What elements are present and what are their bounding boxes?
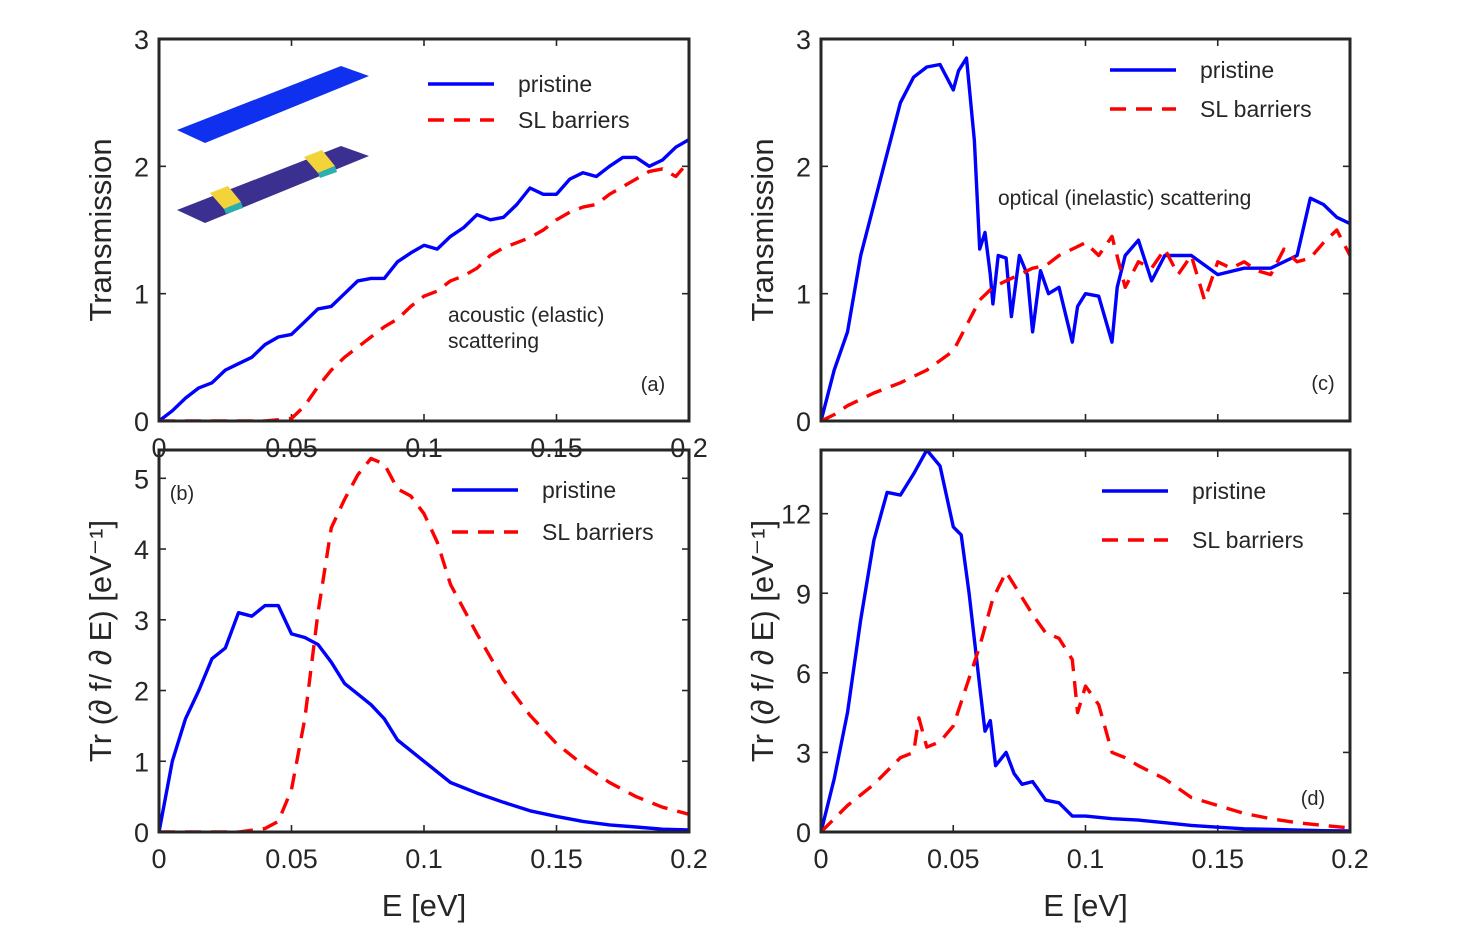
y-tick-label: 0 bbox=[796, 818, 811, 848]
legend-label: pristine bbox=[542, 477, 616, 503]
x-tick-label: 0.05 bbox=[265, 433, 318, 463]
legend: pristine SL barriers bbox=[1102, 478, 1304, 553]
y-axis-label: Tr (∂ f/ ∂ E) [eV⁻¹] bbox=[83, 520, 118, 762]
legend-label: pristine bbox=[1192, 478, 1266, 504]
panel-label: (a) bbox=[641, 374, 665, 396]
x-axis-label: E [eV] bbox=[1043, 888, 1127, 923]
x-tick-label: 0 bbox=[813, 844, 828, 874]
axes-frame bbox=[157, 37, 691, 423]
series-pristine bbox=[821, 56, 1350, 421]
panel-label: (d) bbox=[1301, 788, 1325, 810]
y-tick-label: 2 bbox=[134, 677, 149, 707]
barrier-ribbon bbox=[177, 146, 369, 223]
legend-label: SL barriers bbox=[1200, 96, 1312, 122]
y-axis-label: Transmission bbox=[83, 138, 118, 321]
axes-frame bbox=[157, 448, 691, 834]
x-axis-label: E [eV] bbox=[382, 888, 466, 923]
x-tick-label: 0.05 bbox=[927, 844, 980, 874]
panel-label: (c) bbox=[1311, 373, 1334, 395]
y-tick-label: 1 bbox=[796, 280, 811, 310]
axes-frame bbox=[819, 448, 1352, 834]
y-axis-label: Tr (∂ f/ ∂ E) [eV⁻¹] bbox=[745, 520, 780, 762]
x-tick-label: 0.15 bbox=[530, 433, 583, 463]
legend-label: SL barriers bbox=[518, 107, 630, 133]
annotation: scattering bbox=[448, 330, 539, 353]
x-tick-label: 0.15 bbox=[1191, 844, 1244, 874]
y-tick-label: 6 bbox=[796, 659, 811, 689]
series-pristine bbox=[821, 450, 1350, 832]
legend-label: SL barriers bbox=[542, 519, 654, 545]
legend: pristine SL barriers bbox=[452, 477, 654, 545]
barrier-block-side bbox=[318, 166, 337, 178]
panel-d: 0 0.05 0.1 0.15 0.2 0 3 6 9 12 pristine SL barriers… bbox=[745, 448, 1369, 923]
legend: pristine SL barriers bbox=[428, 71, 630, 133]
x-tick-label: 0.2 bbox=[1331, 844, 1369, 874]
legend: pristine SL barriers bbox=[1110, 57, 1312, 122]
barrier-block bbox=[210, 186, 241, 209]
x-tick-label: 0.05 bbox=[265, 844, 318, 874]
legend-label: SL barriers bbox=[1192, 527, 1304, 553]
y-tick-label: 12 bbox=[781, 500, 811, 530]
y-tick-label: 5 bbox=[134, 464, 149, 494]
annotation: optical (inelastic) scattering bbox=[998, 187, 1251, 210]
y-tick-label: 2 bbox=[796, 152, 811, 182]
series-pristine bbox=[159, 603, 689, 832]
panel-c: 0 1 2 3 pristine SL barriers (c) optical (inela… bbox=[745, 25, 1352, 437]
x-tick-label: 0.1 bbox=[405, 433, 443, 463]
series-sl-barriers bbox=[821, 228, 1350, 421]
barrier-block bbox=[304, 150, 335, 173]
x-tick-label: 0.2 bbox=[670, 844, 708, 874]
pristine-ribbon bbox=[177, 66, 369, 143]
y-tick-label: 4 bbox=[134, 535, 149, 565]
series-sl-barriers bbox=[159, 160, 689, 421]
y-tick-label: 0 bbox=[134, 407, 149, 437]
device-schematic-inset bbox=[177, 66, 369, 223]
y-tick-label: 3 bbox=[134, 606, 149, 636]
barrier-block-side bbox=[224, 202, 243, 214]
legend-label: pristine bbox=[1200, 57, 1274, 83]
panel-label: (b) bbox=[170, 483, 194, 505]
y-tick-label: 0 bbox=[134, 818, 149, 848]
axes-frame bbox=[819, 37, 1352, 423]
x-tick-label: 0.15 bbox=[530, 844, 583, 874]
x-tick-label: 0.1 bbox=[1067, 844, 1105, 874]
y-tick-label: 9 bbox=[796, 579, 811, 609]
y-tick-label: 3 bbox=[796, 738, 811, 768]
y-tick-label: 1 bbox=[134, 280, 149, 310]
x-tick-label: 0 bbox=[151, 433, 166, 463]
y-axis-label: Transmission bbox=[745, 138, 780, 321]
y-tick-label: 2 bbox=[134, 152, 149, 182]
panel-b: 0 0.05 0.1 0.15 0.2 0 1 2 3 4 5 pristine SL barriers… bbox=[83, 448, 708, 923]
y-tick-label: 0 bbox=[796, 407, 811, 437]
annotation: acoustic (elastic) bbox=[448, 304, 604, 327]
series-pristine bbox=[159, 138, 689, 421]
y-tick-label: 3 bbox=[134, 25, 149, 55]
x-tick-label: 0.1 bbox=[405, 844, 443, 874]
x-tick-label: 0 bbox=[151, 844, 166, 874]
legend-label: pristine bbox=[518, 71, 592, 97]
y-tick-label: 1 bbox=[134, 747, 149, 777]
series-sl-barriers bbox=[159, 456, 689, 832]
y-tick-label: 3 bbox=[796, 25, 811, 55]
series-sl-barriers bbox=[821, 570, 1350, 832]
